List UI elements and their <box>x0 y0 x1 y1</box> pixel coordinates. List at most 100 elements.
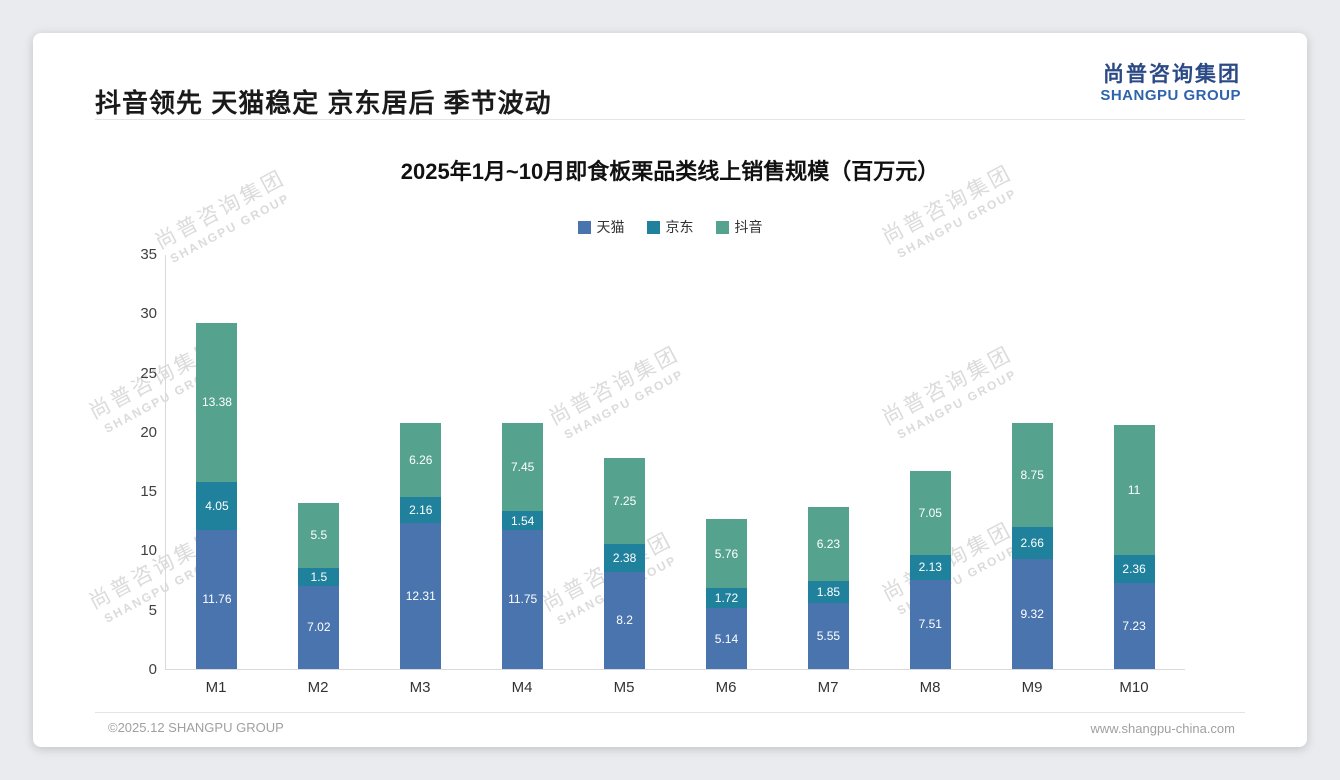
x-axis: M1 M2 M3 M4 M5 M6 M7 M8 M9 M10 <box>165 679 1185 696</box>
bar-column-M8: 7.05 2.13 7.51 <box>879 255 981 669</box>
bar-value-label: 5.14 <box>714 631 739 646</box>
bar-segment-天猫: 11.75 <box>502 529 544 669</box>
x-axis-label: M9 <box>1021 679 1043 696</box>
stacked-bar-M4: 7.45 1.54 11.75 <box>502 423 544 669</box>
bar-segment-抖音: 7.45 <box>502 423 544 512</box>
stacked-bar-M7: 6.23 1.85 5.55 <box>807 507 849 669</box>
x-axis-label: M7 <box>817 679 839 696</box>
slide-card: 尚普咨询集团 SHANGPU GROUP 尚普咨询集团 SHANGPU GROUP 尚普… <box>33 33 1307 747</box>
bar-value-label: 6.23 <box>816 537 841 552</box>
bar-value-label: 11.76 <box>202 592 232 607</box>
y-axis-tick-label: 30 <box>140 305 157 323</box>
y-axis-tick-label: 5 <box>148 601 157 619</box>
bar-segment-抖音: 6.26 <box>400 423 442 498</box>
legend-swatch-icon <box>577 220 591 234</box>
bar-column-M2: 5.5 1.5 7.02 <box>268 255 370 669</box>
bar-value-label: 11.75 <box>508 592 538 607</box>
legend-label: 京东 <box>665 219 694 235</box>
bar-segment-京东: 2.13 <box>909 554 951 580</box>
chart-legend: 天猫 京东 抖音 <box>33 217 1307 237</box>
bar-value-label: 1.5 <box>310 569 328 584</box>
bar-value-label: 8.2 <box>616 613 633 628</box>
bar-column-M3: 6.26 2.16 12.31 <box>370 255 472 669</box>
bar-column-M1: 13.38 4.05 11.76 <box>166 255 268 669</box>
bar-value-label: 6.26 <box>409 453 433 468</box>
legend-item-抖音: 抖音 <box>715 217 763 237</box>
x-axis-label: M1 <box>205 679 227 696</box>
bar-value-label: 2.13 <box>918 560 942 575</box>
bar-value-label: 5.5 <box>310 528 328 543</box>
x-axis-label: M8 <box>919 679 941 696</box>
bar-column-M10: 11 2.36 7.23 <box>1083 255 1185 669</box>
bar-segment-京东: 1.54 <box>502 511 544 530</box>
header-divider <box>95 119 1245 120</box>
company-logo: 尚普咨询集团 SHANGPU GROUP <box>1100 63 1241 104</box>
bar-segment-抖音: 13.38 <box>196 322 238 482</box>
bars-container: 13.38 4.05 11.76 5.5 1.5 7.02 6.26 2.16 12.31 7.4… <box>166 255 1185 669</box>
x-axis-label: M5 <box>613 679 635 696</box>
bar-segment-抖音: 5.5 <box>298 502 340 568</box>
bar-segment-天猫: 11.76 <box>196 529 238 669</box>
x-axis-label: M6 <box>715 679 737 696</box>
bar-value-label: 8.75 <box>1020 468 1044 483</box>
legend-swatch-icon <box>646 220 660 234</box>
bar-value-label: 1.54 <box>510 513 535 528</box>
x-axis-label: M10 <box>1119 679 1149 696</box>
bar-value-label: 7.25 <box>612 493 637 508</box>
legend-label: 天猫 <box>596 219 625 235</box>
bar-value-label: 4.05 <box>205 498 229 513</box>
footer-divider <box>95 712 1245 713</box>
bar-segment-京东: 2.16 <box>400 497 442 524</box>
stacked-bar-M3: 6.26 2.16 12.31 <box>400 423 442 669</box>
bar-value-label: 7.05 <box>918 505 942 520</box>
bar-column-M9: 8.75 2.66 9.32 <box>981 255 1083 669</box>
bar-segment-抖音: 5.76 <box>705 519 747 588</box>
stacked-bar-M6: 5.76 1.72 5.14 <box>705 519 747 669</box>
bar-column-M7: 6.23 1.85 5.55 <box>777 255 879 669</box>
legend-item-京东: 京东 <box>646 217 694 237</box>
bar-segment-京东: 2.36 <box>1113 555 1155 584</box>
bar-value-label: 12.31 <box>405 589 436 604</box>
stacked-bar-M1: 13.38 4.05 11.76 <box>196 322 238 669</box>
bar-segment-抖音: 11 <box>1113 424 1155 556</box>
y-axis-tick-label: 15 <box>140 483 157 501</box>
bar-column-M6: 5.76 1.72 5.14 <box>676 255 778 669</box>
bar-segment-天猫: 5.55 <box>807 603 849 669</box>
legend-swatch-icon <box>715 220 729 234</box>
bar-column-M4: 7.45 1.54 11.75 <box>472 255 574 669</box>
y-axis-tick-label: 20 <box>140 423 157 441</box>
bar-value-label: 2.38 <box>612 550 637 565</box>
logo-english-name: SHANGPU GROUP <box>1100 87 1241 105</box>
bar-segment-抖音: 8.75 <box>1011 423 1053 527</box>
bar-segment-天猫: 9.32 <box>1011 558 1053 669</box>
y-axis-tick-label: 10 <box>140 542 157 560</box>
stacked-bar-M10: 11 2.36 7.23 <box>1113 424 1155 669</box>
x-axis-label: M4 <box>511 679 533 696</box>
bar-value-label: 9.32 <box>1020 606 1044 621</box>
bar-segment-天猫: 7.02 <box>298 585 340 669</box>
bar-value-label: 5.76 <box>714 546 739 561</box>
bar-segment-京东: 1.85 <box>807 581 849 604</box>
bar-segment-京东: 1.72 <box>705 587 747 609</box>
bar-segment-天猫: 8.2 <box>604 571 646 669</box>
bar-value-label: 1.85 <box>816 585 841 600</box>
stacked-bar-M5: 7.25 2.38 8.2 <box>604 457 646 669</box>
bar-segment-京东: 2.66 <box>1011 526 1053 559</box>
bar-value-label: 5.55 <box>816 629 841 644</box>
bar-segment-京东: 4.05 <box>196 481 238 530</box>
stacked-bar-M2: 5.5 1.5 7.02 <box>298 502 340 669</box>
legend-label: 抖音 <box>734 219 763 235</box>
footer-website: www.shangpu-china.com <box>1090 721 1235 736</box>
stacked-bar-M8: 7.05 2.13 7.51 <box>909 471 951 669</box>
bar-value-label: 2.36 <box>1122 562 1146 577</box>
footer-copyright: ©2025.12 SHANGPU GROUP <box>108 720 284 735</box>
bar-segment-天猫: 7.23 <box>1113 583 1155 669</box>
bar-value-label: 2.16 <box>409 503 433 518</box>
bar-value-label: 7.23 <box>1122 619 1146 634</box>
bar-value-label: 11 <box>1127 483 1141 498</box>
bar-value-label: 13.38 <box>201 395 232 410</box>
bar-segment-京东: 2.38 <box>604 543 646 572</box>
bar-value-label: 7.02 <box>307 620 331 635</box>
x-axis-label: M3 <box>409 679 431 696</box>
logo-chinese-name: 尚普咨询集团 <box>1103 63 1241 86</box>
